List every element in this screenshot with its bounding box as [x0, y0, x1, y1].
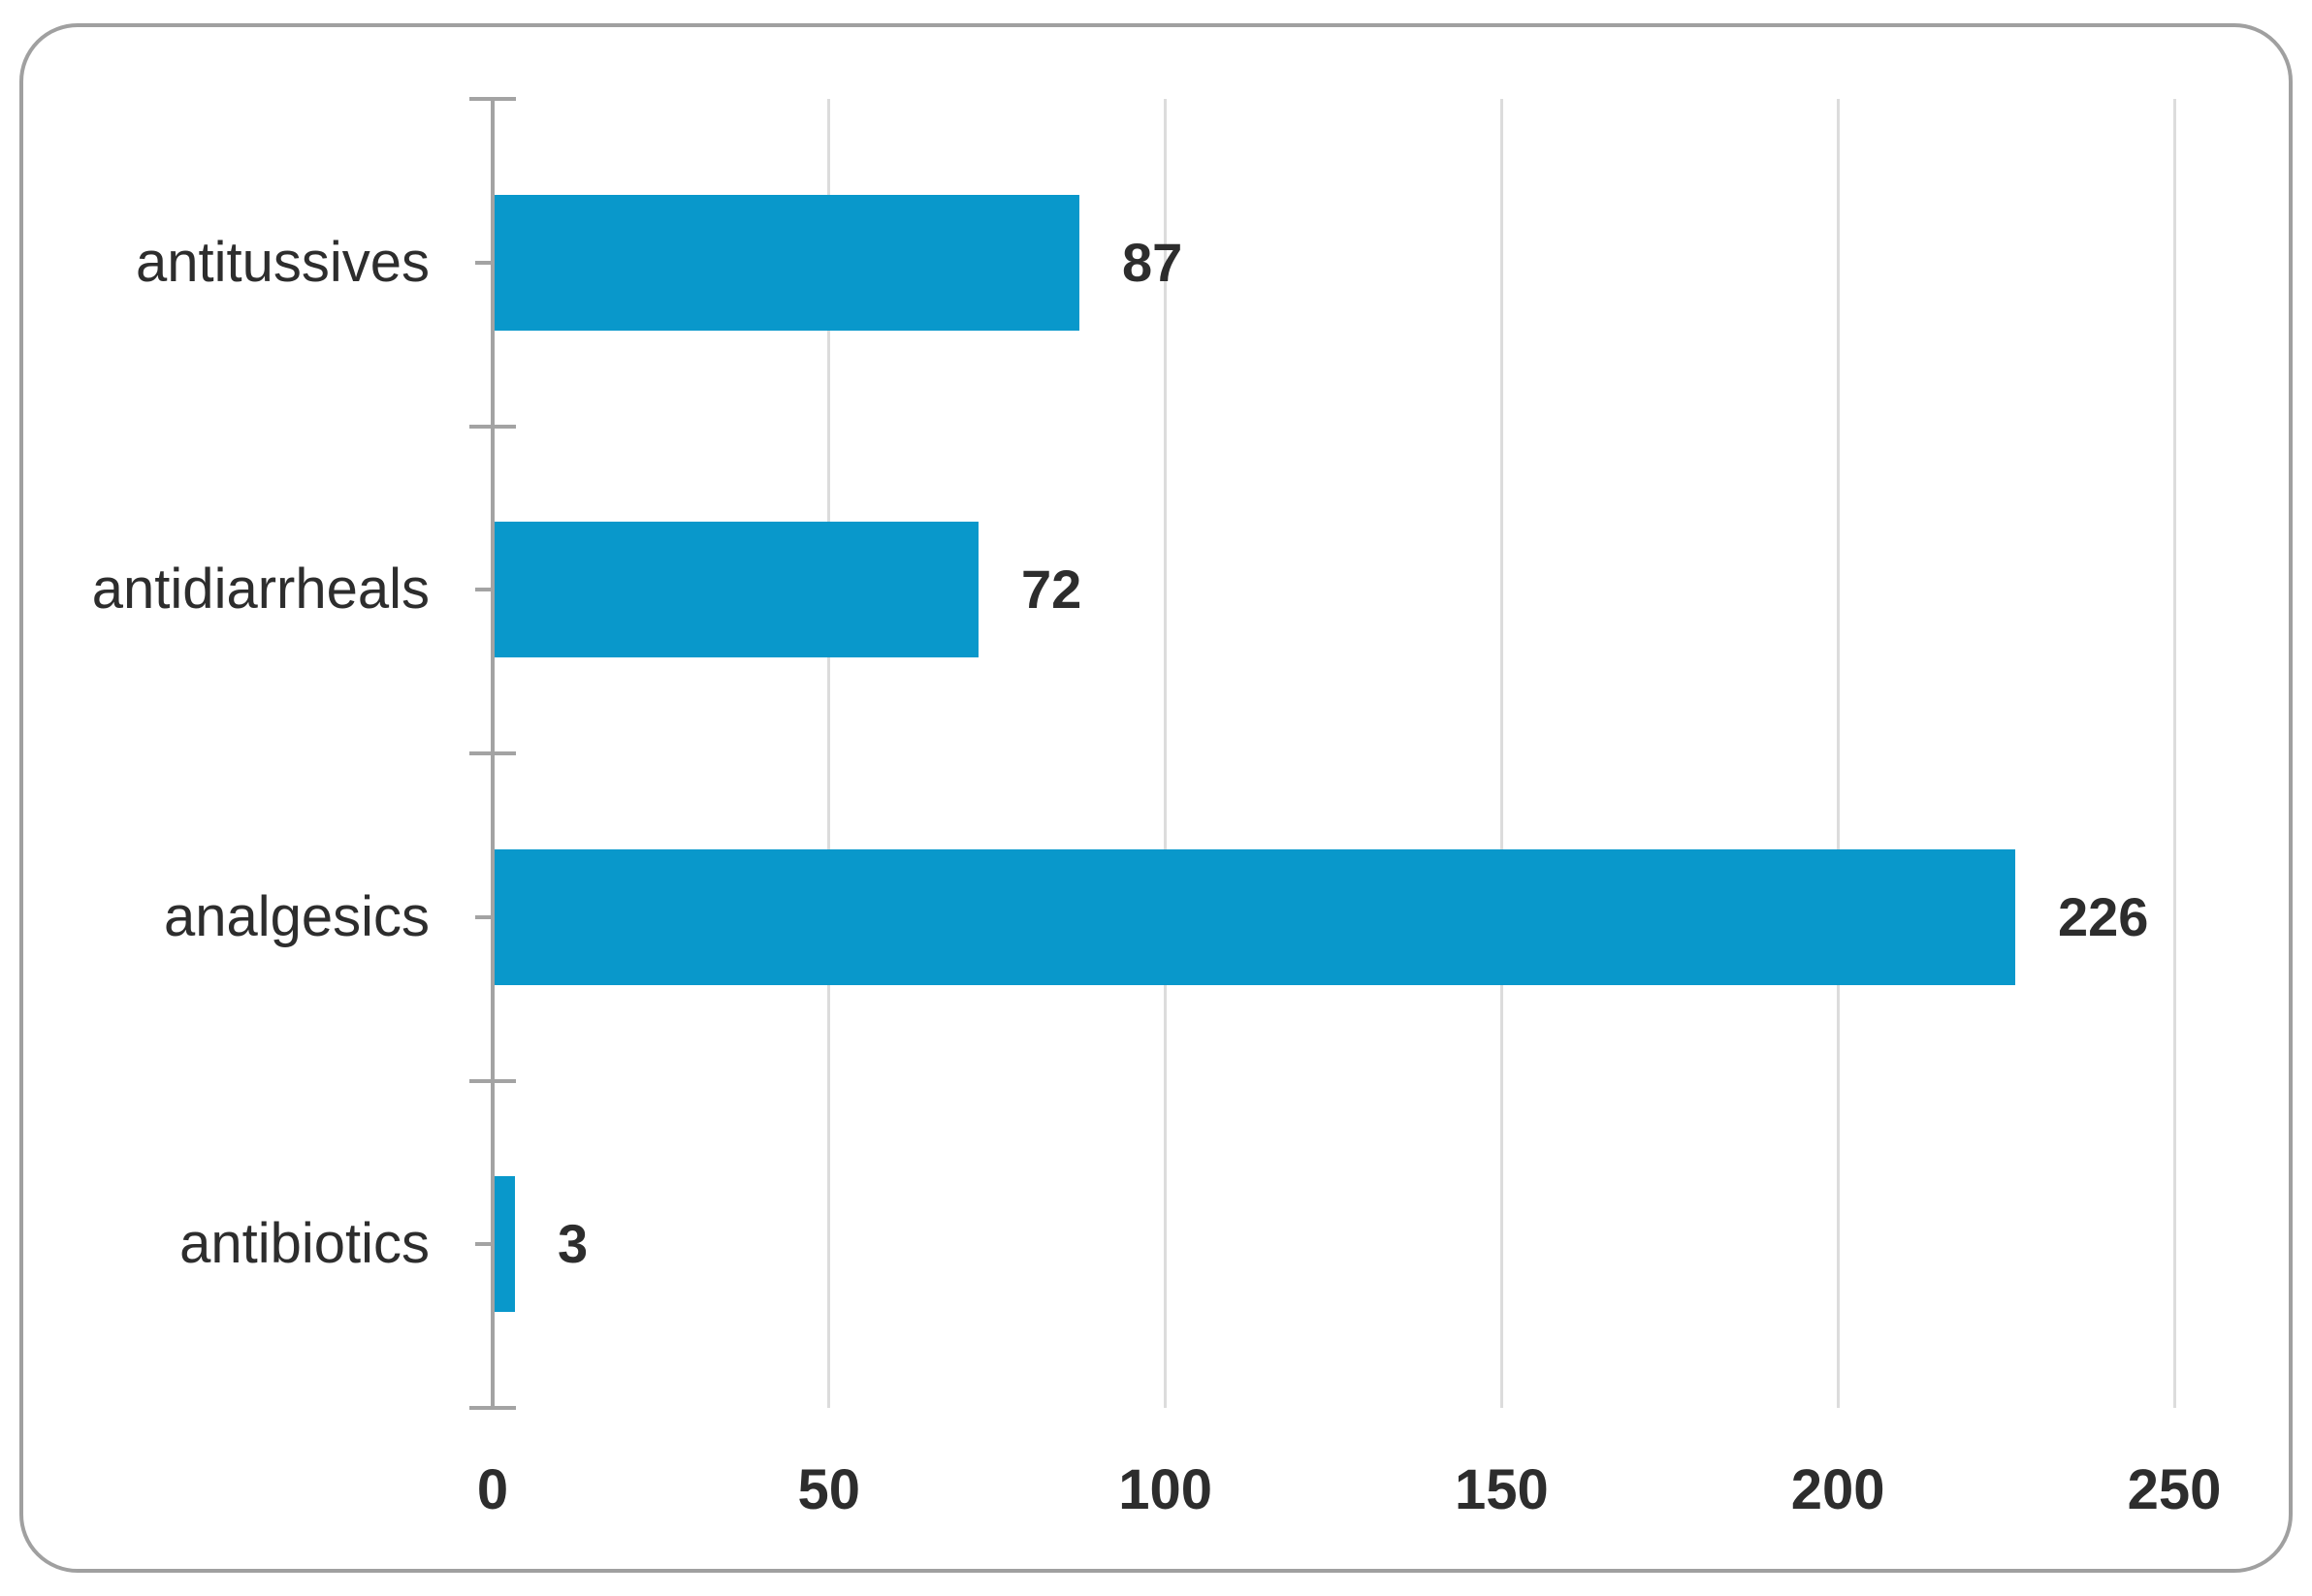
x-tick-label: 50: [797, 1458, 861, 1521]
bar: [495, 1176, 515, 1313]
bar: [495, 522, 979, 658]
axis-boundary-tick: [469, 424, 516, 429]
gridline: [1836, 99, 1840, 1408]
axis-boundary-tick: [469, 1078, 516, 1083]
category-center-tick: [475, 1242, 510, 1247]
x-tick-label: 100: [1118, 1458, 1212, 1521]
category-center-tick: [475, 260, 510, 265]
bar: [495, 848, 2015, 985]
gridline: [1164, 99, 1168, 1408]
gridline: [1499, 99, 1503, 1408]
category-center-tick: [475, 588, 510, 592]
x-tick-label: 250: [2127, 1458, 2222, 1521]
category-label: antidiarrheals: [91, 558, 430, 622]
bar: [495, 194, 1079, 331]
chart-card: [19, 23, 2293, 1573]
value-label: 3: [558, 1213, 589, 1275]
axis-boundary-tick: [469, 751, 516, 755]
category-label: analgesics: [163, 884, 430, 948]
x-tick-label: 200: [1790, 1458, 1885, 1521]
value-label: 87: [1122, 231, 1183, 293]
axis-boundary-tick: [469, 97, 516, 101]
axis-boundary-tick: [469, 1406, 516, 1410]
category-label: antitussives: [135, 230, 430, 294]
x-tick-label: 0: [476, 1458, 509, 1521]
value-label: 72: [1021, 559, 1082, 621]
category-label: antibiotics: [179, 1212, 430, 1276]
gridline: [827, 99, 831, 1408]
gridline: [2172, 99, 2176, 1408]
category-center-tick: [475, 914, 510, 919]
value-label: 226: [2058, 885, 2149, 947]
x-tick-label: 150: [1455, 1458, 1549, 1521]
